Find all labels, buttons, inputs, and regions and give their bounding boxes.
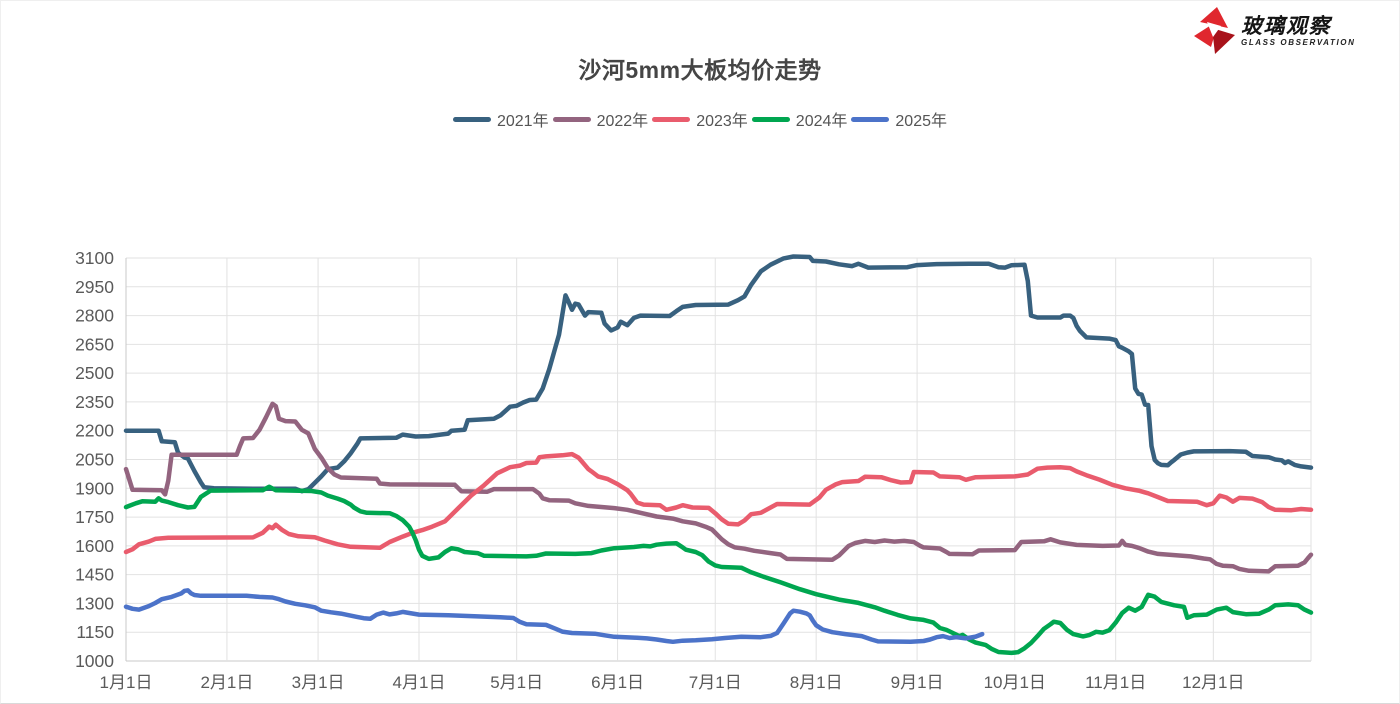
- y-tick-label: 1300: [75, 593, 114, 613]
- legend-swatch: [751, 116, 790, 122]
- x-tick-label: 4月1日: [393, 673, 446, 692]
- legend-swatch: [452, 116, 491, 122]
- legend-item-2023[interactable]: 2023年: [652, 107, 748, 131]
- logo-cn-text: 玻璃观察: [1241, 14, 1331, 38]
- legend-label: 2024年: [795, 113, 848, 130]
- x-tick-label: 5月1日: [490, 673, 543, 692]
- y-tick-label: 1750: [75, 507, 114, 527]
- x-tick-label: 2月1日: [200, 673, 253, 692]
- glass-observation-logo-icon: [1194, 7, 1235, 54]
- legend-item-2022[interactable]: 2022年: [552, 107, 649, 131]
- y-tick-label: 2350: [75, 392, 114, 412]
- legend-label: 2023年: [696, 113, 748, 130]
- glass-observation-logo: 玻璃观察 GLASS OBSERVATION: [1193, 7, 1355, 55]
- y-tick-label: 1000: [75, 651, 114, 671]
- series-line-2025: [123, 588, 985, 645]
- y-tick-label: 2950: [75, 277, 114, 297]
- legend-label: 2022年: [596, 113, 649, 130]
- series-line-2022: [123, 401, 1314, 574]
- y-tick-label: 2200: [75, 421, 114, 441]
- x-tick-label: 8月1日: [790, 673, 843, 692]
- x-tick-label: 12月1日: [1182, 673, 1244, 692]
- x-tick-label: 9月1日: [891, 673, 944, 692]
- y-tick-label: 1150: [76, 622, 114, 642]
- y-tick-label: 1450: [75, 565, 114, 585]
- legend-item-2024[interactable]: 2024年: [751, 107, 848, 131]
- x-tick-label: 3月1日: [292, 673, 345, 692]
- x-tick-label: 11月1日: [1085, 673, 1146, 692]
- y-tick-label: 2500: [75, 363, 114, 383]
- logo-en-text: GLASS OBSERVATION: [1241, 37, 1356, 47]
- x-tick-label: 6月1日: [591, 673, 644, 692]
- x-tick-label: 7月1日: [689, 673, 742, 692]
- legend-swatch: [552, 116, 591, 122]
- y-tick-label: 2800: [75, 306, 114, 326]
- legend-swatch: [652, 116, 691, 122]
- x-tick-label: 1月1日: [100, 673, 153, 692]
- legend-item-2025[interactable]: 2025年: [851, 107, 947, 131]
- y-tick-label: 1900: [75, 478, 114, 498]
- y-tick-label: 3100: [75, 248, 114, 268]
- series-line-2023: [123, 451, 1314, 555]
- series-line-2021: [123, 254, 1314, 494]
- legend-label: 2025年: [895, 113, 948, 130]
- legend-item-2021[interactable]: 2021年: [452, 107, 549, 131]
- y-tick-label: 2650: [75, 334, 114, 354]
- x-tick-label: 10月1日: [984, 673, 1046, 692]
- legend-swatch: [851, 116, 890, 122]
- y-tick-label: 2050: [75, 450, 114, 470]
- chart-legend: 2021年 2022年 2023年 2024年 2025年: [1, 107, 1399, 131]
- page-title: 沙河5mm大板均价走势: [578, 57, 822, 83]
- legend-label: 2021年: [496, 113, 549, 130]
- series-line-2024: [123, 484, 1314, 656]
- logo-texts: 玻璃观察 GLASS OBSERVATION: [1241, 15, 1355, 48]
- y-tick-label: 1600: [75, 536, 114, 556]
